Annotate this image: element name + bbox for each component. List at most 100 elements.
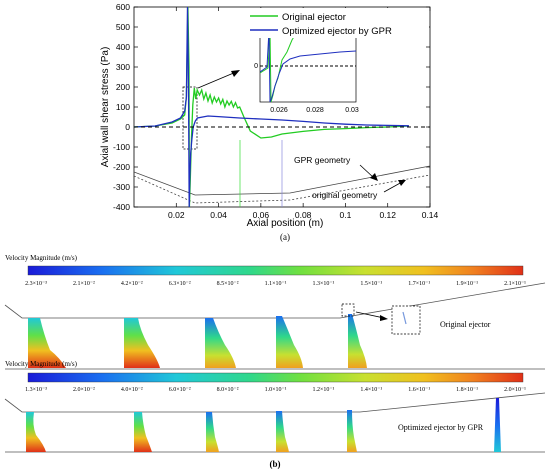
x-tick-label: 0.06 bbox=[253, 210, 270, 220]
inset-xtick-003: 0.03 bbox=[345, 107, 359, 114]
velocity-profile-1-optimized bbox=[26, 412, 46, 452]
colorbar-tick-label: 1.9×10⁻¹ bbox=[456, 281, 478, 287]
contour-zoom-arrow-head bbox=[380, 315, 388, 321]
colorbar-tick-label: 6.3×10⁻² bbox=[169, 281, 191, 287]
caption-optimized-ejector: Optimized ejector by GPR bbox=[398, 423, 484, 432]
legend-label-optimized: Optimized ejector by GPR bbox=[282, 26, 392, 37]
y-axis-title: Axial wall shear stress (Pa) bbox=[100, 47, 111, 168]
colorbar-tick-label: 1.4×10⁻¹ bbox=[360, 387, 382, 393]
colorbar-tick-label: 1.6×10⁻¹ bbox=[408, 387, 430, 393]
colorbar-tick-label: 2.3×10⁻³ bbox=[25, 281, 47, 287]
y-tick-label: 600 bbox=[116, 2, 130, 12]
colorbar-tick-label: 1.2×10⁻¹ bbox=[312, 387, 334, 393]
y-tick-label: 400 bbox=[116, 42, 130, 52]
x-tick-label: 0.08 bbox=[295, 210, 312, 220]
velocity-profile-3-optimized bbox=[206, 412, 219, 452]
colorbar-tick-label: 2.0×10⁻² bbox=[73, 387, 95, 393]
velocity-profile-2-original bbox=[124, 318, 160, 368]
inset-series bbox=[260, 30, 356, 102]
velocity-profile-5-optimized bbox=[347, 410, 357, 452]
x-tick-label: 0.04 bbox=[210, 210, 227, 220]
geometry-sketch bbox=[134, 86, 430, 207]
colorbar-tick-label: 1.1×10⁻¹ bbox=[265, 281, 287, 287]
contour-zoom-detail bbox=[402, 311, 407, 325]
x-axis-title: Axial position (m) bbox=[247, 218, 324, 229]
ejector-wall-optimized bbox=[4, 392, 546, 413]
velocity-profile-6-optimized bbox=[494, 398, 501, 452]
x-tick-label: 0.12 bbox=[379, 210, 396, 220]
y-tick-label: -300 bbox=[113, 182, 130, 192]
zoom-arrow-line bbox=[197, 71, 237, 89]
contour-panel-original: Velocity Magnitude (m/s) 2.3×10⁻³ 2.1×10⁻… bbox=[4, 254, 546, 370]
colorbar-tick-label: 1.3×10⁻³ bbox=[25, 387, 47, 393]
contour-panel-optimized: Velocity Magnitude (m/s) 1.3×10⁻³ 2.0×10⁻… bbox=[4, 360, 546, 453]
legend: Original ejector Optimized ejector by GP… bbox=[245, 8, 429, 38]
velocity-profile-1-original bbox=[28, 318, 66, 368]
annotation-gpr-geometry: GPR geometry bbox=[294, 155, 351, 165]
velocity-profile-4-optimized bbox=[276, 411, 289, 452]
original-geometry-line bbox=[134, 174, 430, 204]
x-tick-label: 0.14 bbox=[422, 210, 439, 220]
colorbar-tick-label: 1.8×10⁻¹ bbox=[456, 387, 478, 393]
colorbar-tick-label: 1.5×10⁻¹ bbox=[360, 281, 382, 287]
panel-a-label: (a) bbox=[280, 232, 290, 242]
gpr-geometry-line bbox=[134, 165, 430, 196]
y-tick-label: 100 bbox=[116, 102, 130, 112]
original-geometry-arrow-head bbox=[398, 180, 406, 186]
ejector-wall-original bbox=[4, 282, 546, 319]
inset-xtick-0028: 0.028 bbox=[306, 107, 324, 114]
series-line-1 bbox=[134, 7, 409, 207]
colorbar-tick-label: 2.1×10⁻¹ bbox=[504, 281, 526, 287]
colorbar-tick-label: 6.0×10⁻² bbox=[169, 387, 191, 393]
zoom-region-box bbox=[182, 86, 198, 150]
y-tick-label: -200 bbox=[113, 162, 130, 172]
colorbar-tick-label: 8.0×10⁻² bbox=[217, 387, 239, 393]
colorbar-tick-label: 2.1×10⁻² bbox=[73, 281, 95, 287]
inset-ytick-0: 0 bbox=[254, 63, 258, 70]
gpr-geometry-arrow-head bbox=[370, 173, 378, 181]
x-tick-label: 0.02 bbox=[168, 210, 185, 220]
panel-b-label: (b) bbox=[270, 459, 281, 469]
inset-optimized-line bbox=[260, 30, 356, 102]
colorbar-original bbox=[27, 265, 524, 276]
x-tick-label: 0.1 bbox=[340, 210, 352, 220]
y-ticks: -400 -300 -200 -100 0 100 200 300 400 500 600 bbox=[113, 2, 430, 212]
contour-zoom-box-large bbox=[391, 305, 421, 335]
colorbar-tick-label: 2.0×10⁻¹ bbox=[504, 387, 526, 393]
velocity-profile-4-original bbox=[276, 316, 303, 368]
colorbar-tick-label: 4.0×10⁻² bbox=[121, 387, 143, 393]
legend-label-original: Original ejector bbox=[282, 12, 346, 23]
colorbar-tick-label: 4.2×10⁻² bbox=[121, 281, 143, 287]
y-tick-label: -400 bbox=[113, 202, 130, 212]
inset-xtick-0026: 0.026 bbox=[270, 107, 288, 114]
y-tick-label: 200 bbox=[116, 82, 130, 92]
zoom-arrow-head bbox=[231, 70, 240, 77]
contour-zoom-arrow bbox=[355, 311, 385, 319]
colorbar-tick-label: 1.7×10⁻¹ bbox=[408, 281, 430, 287]
colorbar-ticks-optimized: 1.3×10⁻³ 2.0×10⁻² 4.0×10⁻² 6.0×10⁻² 8.0×10⁻²… bbox=[25, 387, 526, 393]
legend-box bbox=[245, 8, 429, 38]
annotation-original-geometry: original geometry bbox=[312, 190, 378, 200]
series-group bbox=[134, 7, 430, 207]
colorbar-title-original: Velocity Magnitude (m/s) bbox=[5, 254, 78, 262]
gpr-geometry-arrow bbox=[359, 164, 375, 179]
y-tick-label: 300 bbox=[116, 62, 130, 72]
colorbar-optimized bbox=[27, 372, 524, 383]
y-tick-label: 500 bbox=[116, 22, 130, 32]
colorbar-tick-label: 1.0×10⁻¹ bbox=[265, 387, 287, 393]
velocity-profile-5-original bbox=[348, 314, 367, 368]
inset-chart: 100 0 0.026 0.028 0.03 bbox=[246, 28, 359, 114]
velocity-profile-3-original bbox=[205, 318, 236, 368]
y-tick-label: -100 bbox=[113, 142, 130, 152]
colorbar-tick-label: 8.5×10⁻² bbox=[217, 281, 239, 287]
colorbar-title-optimized: Velocity Magnitude (m/s) bbox=[5, 360, 78, 368]
original-geometry-arrow bbox=[383, 181, 403, 193]
caption-original-ejector: Original ejector bbox=[440, 320, 491, 329]
wall-shear-stress-chart: -400 -300 -200 -100 0 100 200 300 400 500 600 0.02… bbox=[100, 2, 439, 242]
y-tick-label: 0 bbox=[125, 122, 130, 132]
contour-zoom-box-small bbox=[341, 303, 355, 317]
velocity-profile-2-optimized bbox=[134, 412, 152, 452]
colorbar-tick-label: 1.3×10⁻¹ bbox=[312, 281, 334, 287]
colorbar-ticks-original: 2.3×10⁻³ 2.1×10⁻² 4.2×10⁻² 6.3×10⁻² 8.5×10⁻²… bbox=[25, 281, 526, 287]
